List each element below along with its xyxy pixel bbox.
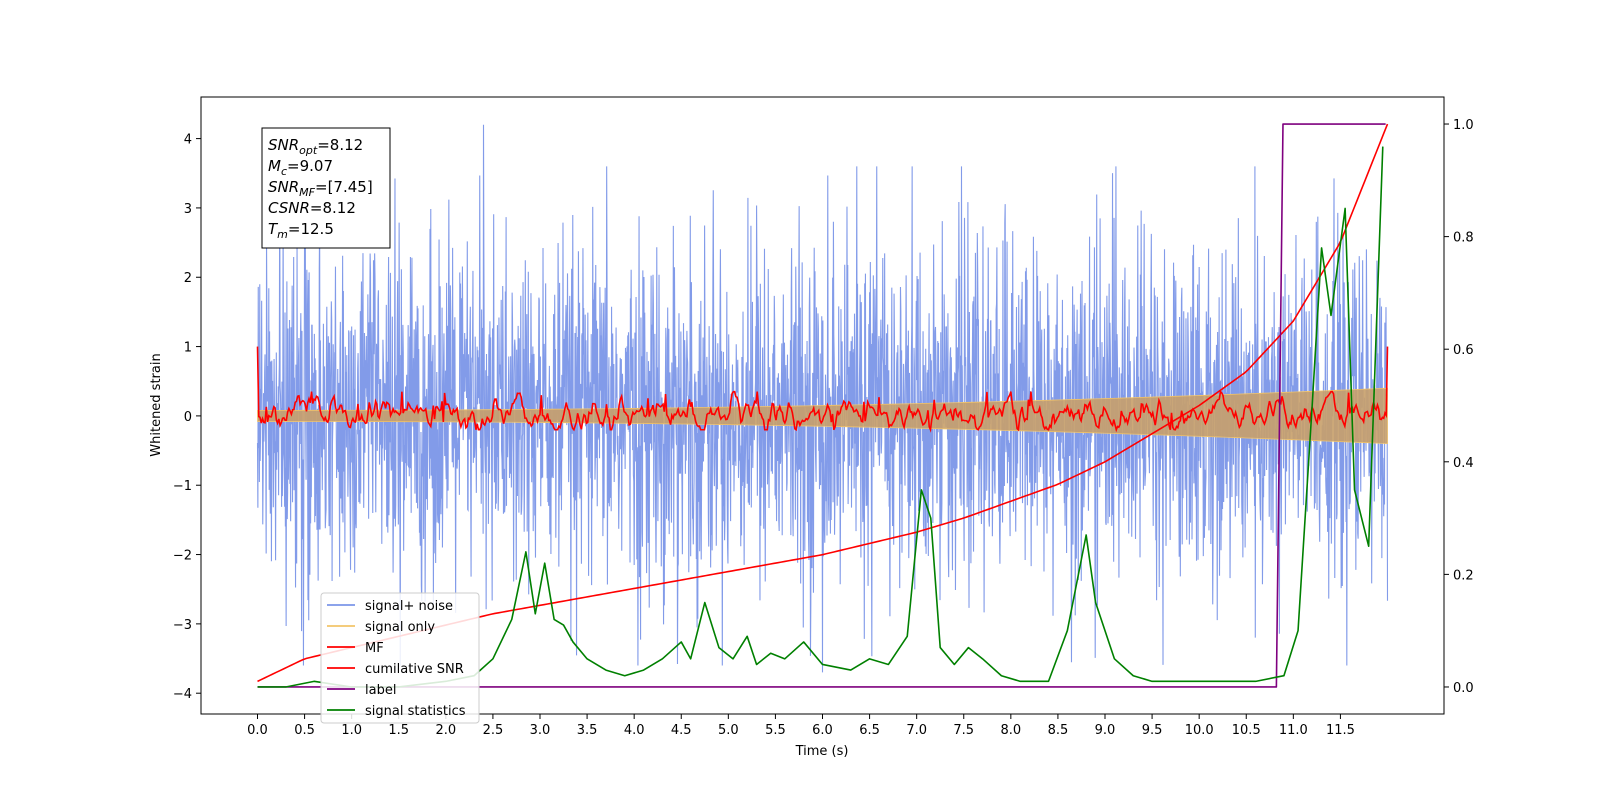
- series-mf: [256, 346, 1389, 433]
- x-tick-label: 9.5: [1142, 723, 1163, 738]
- x-tick-label: 1.5: [388, 723, 409, 738]
- x-tick-label: 6.5: [859, 723, 880, 738]
- x-tick-label: 9.0: [1095, 723, 1116, 738]
- y-tick-label: 1: [184, 341, 192, 356]
- y-tick-label: −2: [173, 549, 192, 564]
- legend: signal+ noise signal only MF cumilative SNR…: [320, 592, 480, 724]
- annotation-line: Tm=12.5: [268, 220, 334, 241]
- x-tick-label: 2.5: [483, 723, 504, 738]
- x-tick-label: 11.0: [1279, 723, 1308, 738]
- y-axis-label: Whitened strain: [149, 353, 164, 456]
- x-tick-label: 11.5: [1326, 723, 1355, 738]
- y-axis-left: −4 −3 −2 −1 0 1 2 3 4: [173, 133, 201, 702]
- x-tick-label: 8.0: [1000, 723, 1021, 738]
- y2-tick-label: 0.6: [1453, 343, 1474, 358]
- x-tick-label: 5.0: [718, 723, 739, 738]
- y2-tick-label: 0.0: [1453, 681, 1474, 696]
- x-tick-label: 4.5: [671, 723, 692, 738]
- y-tick-label: 3: [184, 202, 192, 217]
- x-tick-label: 3.5: [577, 723, 598, 738]
- x-tick-label: 7.0: [906, 723, 927, 738]
- y-tick-label: −3: [173, 618, 192, 633]
- annotation-line: SNRopt=8.12: [268, 136, 363, 157]
- annotation-symbol: SNR: [268, 178, 299, 196]
- series-signal-noise: [256, 124, 1389, 673]
- x-tick-label: 1.0: [341, 723, 362, 738]
- y-tick-label: −4: [173, 687, 192, 702]
- y-tick-label: 2: [184, 271, 192, 286]
- x-tick-label: 8.5: [1048, 723, 1069, 738]
- series-label: [257, 123, 1386, 688]
- annotation-symbol: SNR: [268, 136, 299, 154]
- legend-label: signal+ noise: [365, 599, 453, 614]
- x-tick-label: 10.5: [1232, 723, 1261, 738]
- annotation-symbol: T: [268, 220, 279, 238]
- legend-label: MF: [365, 641, 384, 656]
- annotation-value: =12.5: [288, 220, 334, 238]
- x-tick-label: 0.5: [294, 723, 315, 738]
- annotation-subscript: m: [277, 228, 288, 241]
- y2-tick-label: 0.8: [1453, 231, 1474, 246]
- chart-series-layer: [256, 123, 1389, 688]
- legend-label: cumilative SNR: [365, 662, 464, 677]
- legend-label: signal only: [365, 620, 435, 635]
- annotation-value: =9.07: [287, 157, 333, 175]
- x-axis-label: Time (s): [795, 744, 849, 759]
- annotation-subscript: MF: [299, 186, 315, 199]
- annotation-value: =[7.45]: [315, 178, 373, 196]
- y2-tick-label: 1.0: [1453, 118, 1474, 133]
- x-tick-label: 6.0: [812, 723, 833, 738]
- annotation-value: =8.12: [310, 199, 356, 217]
- y-tick-label: 4: [184, 133, 192, 148]
- annotation-symbol: CSNR: [268, 199, 310, 217]
- x-axis: 0.0 0.5 1.0 1.5 2.0 2.5 3.0 3.5 4.0 4.5 5.0 5.5 6.0 6…: [247, 714, 1355, 738]
- y-tick-label: 0: [184, 410, 192, 425]
- annotation-symbol: M: [268, 157, 281, 175]
- y-tick-label: −1: [173, 479, 192, 494]
- x-tick-label: 4.0: [624, 723, 645, 738]
- x-tick-label: 10.0: [1185, 723, 1214, 738]
- legend-label: label: [365, 683, 396, 698]
- legend-label: signal statistics: [365, 704, 466, 719]
- annotation-subscript: c: [281, 165, 287, 178]
- x-tick-label: 7.5: [953, 723, 974, 738]
- legend-box: [320, 592, 480, 724]
- annotation-value: =8.12: [317, 136, 363, 154]
- y-axis-right: 0.0 0.2 0.4 0.6 0.8 1.0: [1444, 118, 1474, 696]
- stats-annotation: SNRopt=8.12Mc=9.07SNRMF=[7.45]CSNR=8.12T…: [261, 127, 391, 249]
- x-tick-label: 3.0: [530, 723, 551, 738]
- annotation-subscript: opt: [299, 144, 318, 157]
- annotation-line: SNRMF=[7.45]: [268, 178, 373, 199]
- y2-tick-label: 0.2: [1453, 568, 1474, 583]
- x-tick-label: 0.0: [247, 723, 268, 738]
- x-tick-label: 2.0: [435, 723, 456, 738]
- y2-tick-label: 0.4: [1453, 456, 1474, 471]
- series-signal-statistics: [257, 146, 1384, 688]
- x-tick-label: 5.5: [765, 723, 786, 738]
- annotation-line: CSNR=8.12: [268, 199, 356, 217]
- annotation-box: [261, 127, 391, 249]
- annotation-line: Mc=9.07: [268, 157, 333, 178]
